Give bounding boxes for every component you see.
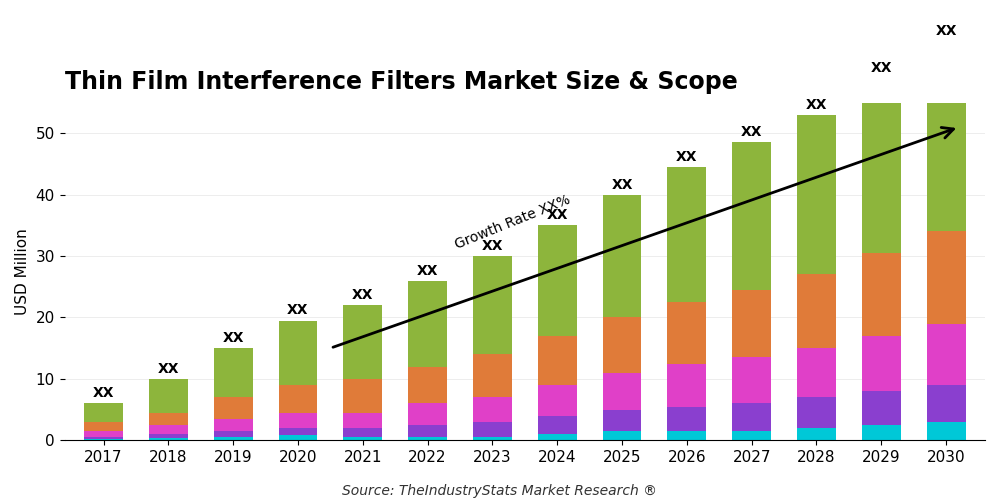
Text: XX: XX bbox=[417, 264, 438, 278]
Bar bbox=[279, 320, 317, 385]
Bar bbox=[343, 437, 382, 440]
Bar bbox=[473, 354, 512, 398]
Text: XX: XX bbox=[158, 362, 179, 376]
Text: XX: XX bbox=[222, 331, 244, 345]
Bar bbox=[214, 348, 253, 398]
Bar bbox=[84, 431, 123, 436]
Text: XX: XX bbox=[676, 150, 698, 164]
Bar bbox=[408, 280, 447, 366]
Bar bbox=[603, 194, 641, 318]
Text: XX: XX bbox=[871, 61, 892, 75]
Bar bbox=[343, 379, 382, 412]
Bar bbox=[732, 142, 771, 290]
Bar bbox=[797, 348, 836, 398]
Bar bbox=[473, 437, 512, 440]
Bar bbox=[473, 256, 512, 354]
Bar bbox=[667, 302, 706, 364]
Bar bbox=[343, 305, 382, 379]
Bar bbox=[927, 422, 966, 440]
Bar bbox=[408, 425, 447, 437]
Bar bbox=[862, 336, 901, 391]
Bar bbox=[667, 364, 706, 406]
Bar bbox=[862, 78, 901, 253]
Text: XX: XX bbox=[611, 178, 633, 192]
Bar bbox=[603, 372, 641, 410]
Bar bbox=[279, 436, 317, 440]
Text: XX: XX bbox=[482, 239, 503, 253]
Bar bbox=[214, 431, 253, 437]
Bar bbox=[927, 41, 966, 232]
Text: XX: XX bbox=[935, 24, 957, 38]
Bar bbox=[732, 290, 771, 358]
Bar bbox=[603, 410, 641, 431]
Text: Thin Film Interference Filters Market Size & Scope: Thin Film Interference Filters Market Si… bbox=[65, 70, 737, 94]
Text: XX: XX bbox=[287, 304, 309, 318]
Bar bbox=[408, 437, 447, 440]
Bar bbox=[862, 391, 901, 425]
Bar bbox=[603, 318, 641, 372]
Bar bbox=[667, 406, 706, 431]
Bar bbox=[84, 404, 123, 422]
Bar bbox=[797, 428, 836, 440]
Bar bbox=[538, 336, 577, 385]
Text: XX: XX bbox=[546, 208, 568, 222]
Bar bbox=[862, 425, 901, 440]
Bar bbox=[149, 379, 188, 412]
Text: XX: XX bbox=[741, 126, 762, 140]
Bar bbox=[84, 422, 123, 431]
Bar bbox=[538, 434, 577, 440]
Bar bbox=[84, 439, 123, 440]
Bar bbox=[797, 115, 836, 274]
Bar bbox=[927, 324, 966, 385]
Bar bbox=[538, 385, 577, 416]
Bar bbox=[538, 226, 577, 336]
Bar bbox=[343, 428, 382, 437]
Y-axis label: USD Million: USD Million bbox=[15, 228, 30, 315]
Bar bbox=[732, 404, 771, 431]
Bar bbox=[149, 434, 188, 438]
Bar bbox=[862, 253, 901, 336]
Text: Source: TheIndustryStats Market Research ®: Source: TheIndustryStats Market Research… bbox=[342, 484, 658, 498]
Bar bbox=[279, 412, 317, 428]
Bar bbox=[927, 385, 966, 422]
Bar bbox=[538, 416, 577, 434]
Bar bbox=[927, 232, 966, 324]
Bar bbox=[797, 274, 836, 348]
Text: XX: XX bbox=[352, 288, 374, 302]
Bar bbox=[408, 366, 447, 404]
Bar bbox=[343, 412, 382, 428]
Bar bbox=[603, 431, 641, 440]
Bar bbox=[279, 428, 317, 436]
Bar bbox=[473, 422, 512, 437]
Text: Growth Rate XX%: Growth Rate XX% bbox=[453, 192, 572, 252]
Bar bbox=[667, 431, 706, 440]
Text: XX: XX bbox=[93, 386, 114, 400]
Bar bbox=[408, 404, 447, 425]
Bar bbox=[214, 419, 253, 431]
Text: XX: XX bbox=[806, 98, 827, 112]
Bar bbox=[149, 438, 188, 440]
Bar bbox=[149, 412, 188, 425]
Bar bbox=[667, 167, 706, 302]
Bar bbox=[797, 398, 836, 428]
Bar bbox=[214, 437, 253, 440]
Bar bbox=[279, 385, 317, 412]
Bar bbox=[149, 425, 188, 434]
Bar bbox=[732, 431, 771, 440]
Bar bbox=[84, 436, 123, 439]
Bar bbox=[214, 398, 253, 419]
Bar bbox=[732, 358, 771, 404]
Bar bbox=[473, 398, 512, 422]
